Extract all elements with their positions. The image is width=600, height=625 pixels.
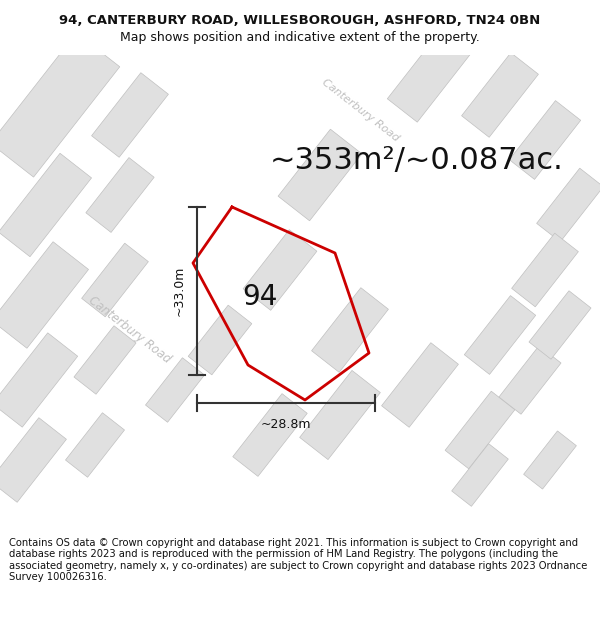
- Text: Canterbury Road: Canterbury Road: [86, 294, 173, 366]
- Polygon shape: [0, 153, 92, 257]
- Text: ~28.8m: ~28.8m: [261, 419, 311, 431]
- Polygon shape: [278, 129, 362, 221]
- Polygon shape: [0, 33, 120, 177]
- Text: ~33.0m: ~33.0m: [173, 266, 185, 316]
- Polygon shape: [529, 291, 591, 359]
- Polygon shape: [512, 233, 578, 307]
- Polygon shape: [188, 305, 252, 375]
- Polygon shape: [445, 391, 515, 469]
- Text: Contains OS data © Crown copyright and database right 2021. This information is : Contains OS data © Crown copyright and d…: [9, 538, 587, 582]
- Polygon shape: [452, 444, 508, 506]
- Polygon shape: [0, 333, 77, 427]
- Polygon shape: [388, 28, 473, 122]
- Polygon shape: [524, 431, 577, 489]
- Polygon shape: [92, 72, 169, 158]
- Polygon shape: [464, 296, 536, 374]
- Polygon shape: [86, 158, 154, 232]
- Polygon shape: [311, 288, 388, 372]
- Text: Canterbury Road: Canterbury Road: [320, 77, 400, 143]
- Polygon shape: [243, 229, 317, 311]
- Polygon shape: [233, 394, 307, 476]
- Polygon shape: [82, 243, 148, 317]
- Text: Map shows position and indicative extent of the property.: Map shows position and indicative extent…: [120, 31, 480, 44]
- Polygon shape: [65, 412, 125, 478]
- Text: 94, CANTERBURY ROAD, WILLESBOROUGH, ASHFORD, TN24 0BN: 94, CANTERBURY ROAD, WILLESBOROUGH, ASHF…: [59, 14, 541, 27]
- Polygon shape: [145, 357, 205, 422]
- Polygon shape: [0, 242, 89, 348]
- Polygon shape: [509, 101, 581, 179]
- Polygon shape: [299, 371, 380, 459]
- Polygon shape: [536, 168, 600, 242]
- Polygon shape: [382, 342, 458, 428]
- Text: 94: 94: [242, 283, 278, 311]
- Polygon shape: [0, 418, 67, 502]
- Polygon shape: [499, 346, 561, 414]
- Polygon shape: [461, 52, 538, 138]
- Text: ~353m²/~0.087ac.: ~353m²/~0.087ac.: [270, 146, 564, 174]
- Polygon shape: [74, 326, 136, 394]
